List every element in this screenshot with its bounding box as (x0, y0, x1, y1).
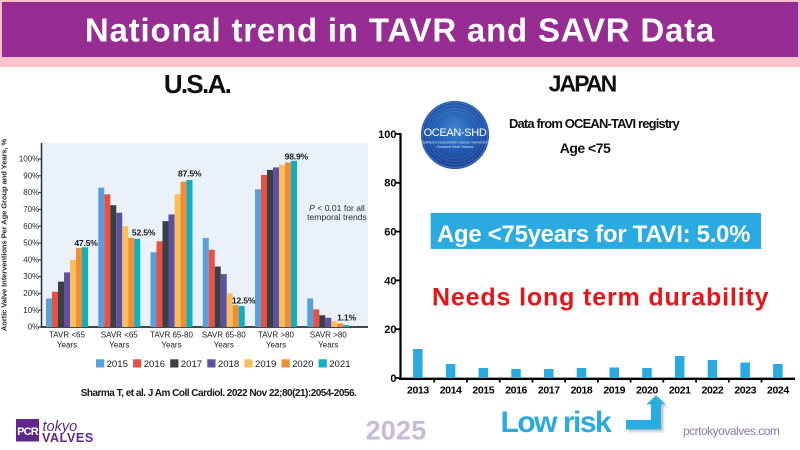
svg-text:Years: Years (161, 341, 181, 350)
svg-text:2025: 2025 (366, 416, 427, 446)
svg-text:100%: 100% (19, 155, 39, 164)
svg-text:2014: 2014 (440, 385, 462, 397)
svg-text:pcrtokyovalves.com: pcrtokyovalves.com (683, 424, 780, 438)
svg-text:TAVR <65: TAVR <65 (49, 331, 85, 340)
svg-text:70%: 70% (23, 205, 39, 214)
svg-text:2018: 2018 (218, 359, 239, 370)
svg-text:52.5%: 52.5% (132, 228, 156, 238)
svg-text:2019: 2019 (255, 359, 276, 370)
svg-text:0: 0 (390, 373, 396, 385)
svg-text:2015: 2015 (107, 359, 128, 370)
svg-text:Aortic Valve Interventions Per: Aortic Valve Interventions Per Age Group… (0, 139, 9, 332)
svg-text:SAVR 65-80: SAVR 65-80 (202, 331, 246, 340)
svg-text:Sharma T, et al. J Am Coll Car: Sharma T, et al. J Am Coll Cardiol. 2022… (81, 388, 357, 399)
svg-text:TAVR >80: TAVR >80 (258, 331, 294, 340)
svg-text:Structural Heart Disease: Structural Heart Disease (437, 145, 474, 149)
svg-text:60%: 60% (23, 222, 39, 231)
svg-text:60: 60 (384, 227, 396, 239)
svg-text:JAPAN: JAPAN (549, 70, 617, 96)
svg-text:20%: 20% (23, 289, 39, 298)
svg-text:2019: 2019 (603, 385, 625, 397)
svg-text:Years: Years (318, 341, 338, 350)
svg-text:20: 20 (384, 324, 396, 336)
svg-text:80%: 80% (23, 188, 39, 197)
svg-text:2021: 2021 (329, 359, 350, 370)
svg-text:Needs long term durability: Needs long term durability (432, 284, 769, 312)
svg-text:2021: 2021 (669, 385, 691, 397)
svg-text:2022: 2022 (702, 385, 724, 397)
svg-text:87.5%: 87.5% (178, 169, 202, 179)
svg-text:P < 0.01 for all: P < 0.01 for all (309, 203, 365, 213)
svg-text:Years: Years (214, 341, 234, 350)
svg-text:2017: 2017 (538, 385, 560, 397)
svg-text:TAVR 65-80: TAVR 65-80 (150, 331, 193, 340)
svg-text:2020: 2020 (636, 385, 658, 397)
svg-text:30%: 30% (23, 272, 39, 281)
svg-text:OCEAN-SHD: OCEAN-SHD (424, 127, 487, 139)
svg-text:2017: 2017 (181, 359, 202, 370)
svg-text:tokyo: tokyo (43, 419, 78, 435)
svg-text:2023: 2023 (734, 385, 756, 397)
svg-text:100: 100 (378, 129, 396, 141)
svg-text:12.5%: 12.5% (232, 296, 256, 306)
svg-text:47.5%: 47.5% (74, 238, 98, 248)
svg-text:Years: Years (266, 341, 286, 350)
svg-text:2016: 2016 (144, 359, 165, 370)
svg-text:Optimized transcatheter valvul: Optimized transcatheter valvular interve… (421, 141, 488, 145)
svg-text:Years: Years (109, 341, 129, 350)
svg-text:2016: 2016 (505, 385, 527, 397)
svg-text:Age <75: Age <75 (560, 140, 611, 156)
svg-text:Years: Years (57, 341, 77, 350)
svg-text:90%: 90% (23, 171, 39, 180)
svg-text:National trend in TAVR and SAV: National trend in TAVR and SAVR Data (85, 11, 715, 48)
svg-text:98.9%: 98.9% (285, 152, 309, 162)
svg-text:Low risk: Low risk (501, 406, 613, 439)
svg-text:2020: 2020 (292, 359, 313, 370)
svg-text:U.S.A.: U.S.A. (164, 69, 231, 99)
svg-text:0%: 0% (28, 323, 40, 332)
svg-text:VALVES: VALVES (42, 431, 94, 445)
svg-text:40%: 40% (23, 255, 39, 264)
svg-text:SAVR <65: SAVR <65 (101, 331, 139, 340)
svg-text:Data from OCEAN-TAVI registry: Data from OCEAN-TAVI registry (509, 116, 681, 131)
svg-text:1.1%: 1.1% (337, 312, 356, 322)
svg-text:PCR: PCR (17, 426, 39, 438)
svg-text:40: 40 (384, 275, 396, 287)
svg-text:SAVR >80: SAVR >80 (310, 331, 348, 340)
svg-text:10%: 10% (23, 306, 39, 315)
svg-text:50%: 50% (23, 239, 39, 248)
svg-text:2018: 2018 (571, 385, 593, 397)
svg-text:Age <75years for TAVI: 5.0%: Age <75years for TAVI: 5.0% (437, 221, 750, 248)
svg-text:2013: 2013 (407, 385, 429, 397)
svg-text:80: 80 (384, 178, 396, 190)
svg-text:2015: 2015 (472, 385, 494, 397)
svg-text:2024: 2024 (767, 385, 789, 397)
svg-text:temporal trends: temporal trends (307, 212, 367, 222)
